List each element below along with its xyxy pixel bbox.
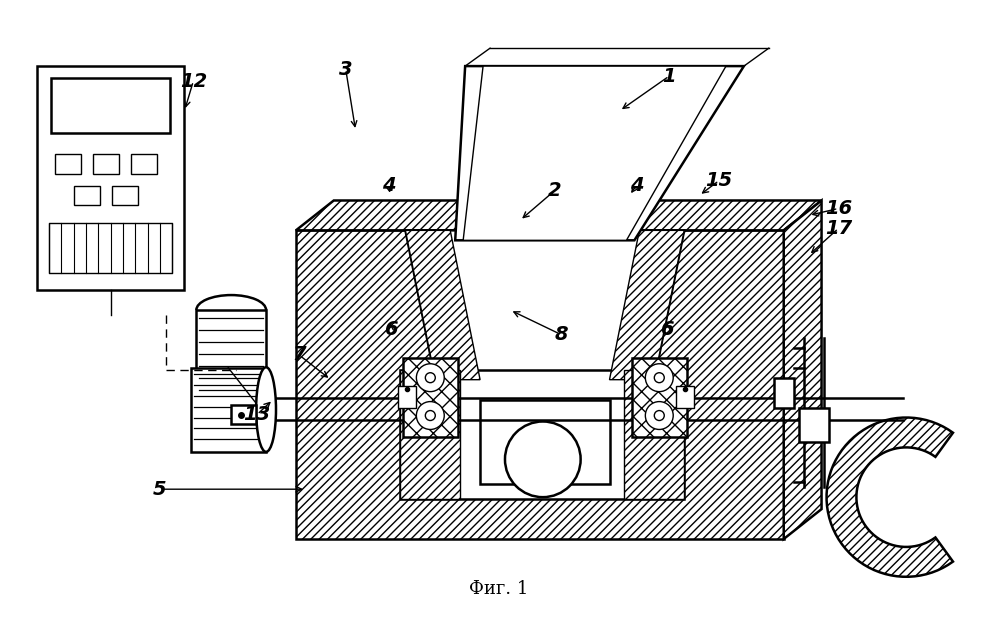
Text: 6: 6: [660, 320, 674, 340]
Polygon shape: [406, 230, 481, 379]
Text: 17: 17: [825, 219, 852, 238]
Bar: [676, 386, 694, 407]
Bar: [49, 224, 173, 273]
Circle shape: [426, 373, 436, 383]
Bar: [798, 407, 828, 442]
Text: 7: 7: [292, 345, 306, 365]
Polygon shape: [404, 358, 459, 437]
Polygon shape: [624, 369, 684, 499]
Bar: [74, 186, 100, 206]
Bar: [93, 154, 119, 174]
Bar: [481, 399, 609, 484]
Polygon shape: [632, 358, 687, 437]
Circle shape: [645, 364, 673, 392]
Bar: [131, 154, 157, 174]
Text: 13: 13: [244, 405, 271, 424]
Text: 4: 4: [629, 176, 643, 195]
Polygon shape: [296, 201, 821, 230]
Bar: [774, 378, 793, 407]
Circle shape: [645, 402, 673, 430]
Bar: [112, 186, 138, 206]
Bar: [231, 404, 256, 425]
Text: 12: 12: [180, 71, 207, 91]
Text: 5: 5: [153, 479, 167, 499]
Bar: [37, 66, 185, 290]
Polygon shape: [609, 230, 684, 379]
Bar: [51, 78, 171, 133]
Text: 3: 3: [339, 60, 353, 79]
Polygon shape: [826, 417, 953, 577]
Circle shape: [654, 410, 664, 420]
Bar: [55, 154, 81, 174]
Circle shape: [504, 422, 580, 497]
Text: 6: 6: [384, 320, 398, 340]
Bar: [197, 310, 266, 410]
Circle shape: [417, 402, 445, 430]
Text: 15: 15: [705, 171, 732, 190]
Text: 1: 1: [662, 66, 676, 86]
Text: 16: 16: [825, 199, 852, 218]
Circle shape: [654, 373, 664, 383]
Polygon shape: [456, 66, 744, 240]
Text: Фиг. 1: Фиг. 1: [470, 580, 528, 598]
Polygon shape: [401, 369, 461, 499]
Bar: [399, 386, 417, 407]
Polygon shape: [296, 230, 784, 539]
Polygon shape: [464, 66, 726, 240]
Polygon shape: [784, 201, 821, 539]
Bar: [401, 369, 684, 499]
Circle shape: [417, 364, 445, 392]
Polygon shape: [406, 230, 684, 379]
Circle shape: [426, 410, 436, 420]
Bar: [192, 368, 266, 452]
Text: 8: 8: [554, 325, 568, 345]
Text: 2: 2: [547, 181, 561, 200]
Ellipse shape: [256, 367, 276, 452]
Text: 4: 4: [382, 176, 396, 195]
